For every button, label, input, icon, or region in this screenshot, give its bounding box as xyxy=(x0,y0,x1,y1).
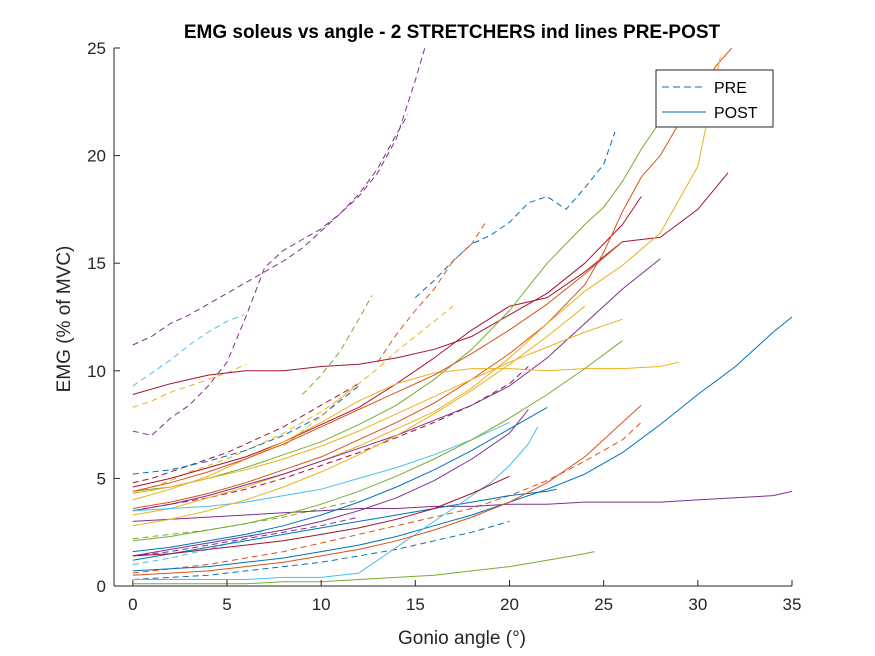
series-line-33 xyxy=(132,404,642,576)
series-line-15 xyxy=(132,520,510,580)
y-tick-label: 0 xyxy=(97,577,106,596)
series-line-26 xyxy=(132,241,623,492)
series-line-34 xyxy=(132,475,510,557)
legend-box xyxy=(655,69,774,128)
legend-pre-label: PRE xyxy=(714,80,747,97)
series-line-10 xyxy=(132,385,360,475)
series-line-17 xyxy=(283,381,360,447)
series-line-8 xyxy=(132,383,360,484)
series-line-37 xyxy=(132,340,623,542)
series-line-25 xyxy=(132,318,623,494)
series-line-5 xyxy=(377,219,488,363)
series-line-2 xyxy=(132,114,409,436)
y-tick-label: 5 xyxy=(97,469,106,488)
y-axis-label: EMG (% of MVC) xyxy=(54,246,75,393)
series-line-35 xyxy=(132,421,510,512)
x-tick-label: 0 xyxy=(128,595,137,614)
series-line-3 xyxy=(132,314,245,387)
series-line-27 xyxy=(132,490,792,522)
x-tick-label: 5 xyxy=(222,595,231,614)
series-line-19 xyxy=(132,172,729,488)
x-tick-label: 20 xyxy=(500,595,519,614)
legend: PRE POST xyxy=(655,69,774,128)
y-tick-label: 25 xyxy=(87,39,106,58)
series-line-21 xyxy=(132,56,721,516)
y-tick-label: 10 xyxy=(87,362,106,381)
series-line-22 xyxy=(132,120,661,492)
series-line-18 xyxy=(132,196,642,395)
series-line-13 xyxy=(132,516,359,557)
series-line-14 xyxy=(132,422,642,574)
series-line-28 xyxy=(132,316,792,572)
x-tick-label: 15 xyxy=(406,595,425,614)
series-line-20 xyxy=(132,48,733,509)
x-axis-label: Gonio angle (°) xyxy=(398,628,526,649)
series-line-31 xyxy=(132,551,595,585)
y-tick-label: 15 xyxy=(87,254,106,273)
chart-title: EMG soleus vs angle - 2 STRETCHERS ind l… xyxy=(184,22,721,43)
series-line-29 xyxy=(132,488,557,561)
series-line-1 xyxy=(132,48,426,346)
ticks-layer: 0 5 10 15 20 25 30 35 0 5 10 15 20 25 xyxy=(87,39,801,614)
series-line-36 xyxy=(132,406,548,553)
series-line-4 xyxy=(414,131,616,298)
x-tick-label: 35 xyxy=(783,595,802,614)
series-line-38 xyxy=(132,305,586,527)
x-tick-label: 10 xyxy=(312,595,331,614)
series-line-6 xyxy=(301,295,373,395)
series-line-7 xyxy=(132,305,454,494)
series-line-24 xyxy=(132,361,680,501)
series-line-32 xyxy=(132,409,529,557)
series-line-30 xyxy=(132,426,539,580)
x-tick-label: 25 xyxy=(594,595,613,614)
series-layer xyxy=(132,48,792,585)
plot-area xyxy=(114,48,792,586)
x-tick-label: 30 xyxy=(688,595,707,614)
y-tick-label: 20 xyxy=(87,147,106,166)
legend-post-label: POST xyxy=(714,105,758,122)
